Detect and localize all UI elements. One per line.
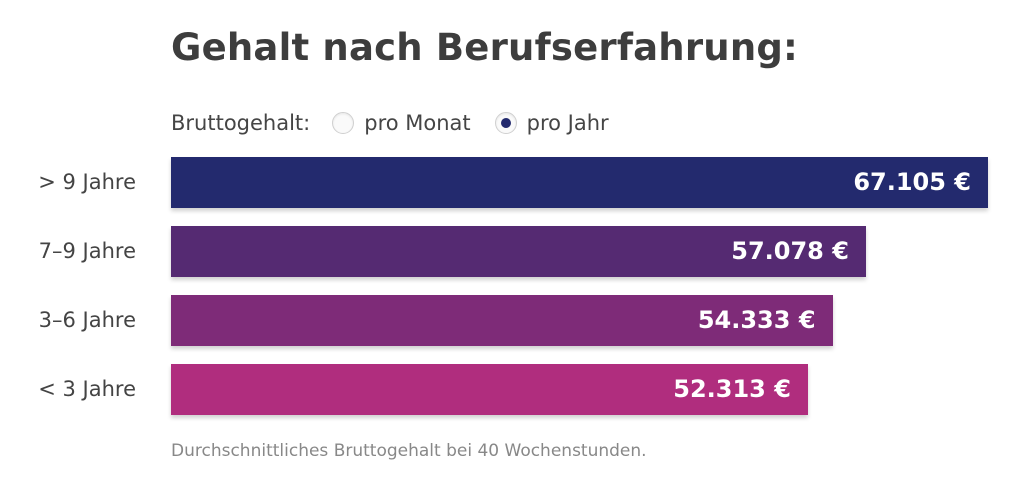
bar-value-label: 67.105 € bbox=[853, 168, 971, 196]
radio-yearly[interactable] bbox=[494, 112, 517, 134]
radio-option-monthly[interactable]: pro Monat bbox=[332, 111, 471, 135]
radio-monthly[interactable] bbox=[332, 112, 355, 134]
category-label: < 3 Jahre bbox=[38, 377, 136, 401]
footnote: Durchschnittliches Bruttogehalt bei 40 W… bbox=[171, 441, 647, 461]
radio-option-yearly[interactable]: pro Jahr bbox=[494, 111, 609, 135]
bar-value-label: 57.078 € bbox=[731, 237, 849, 265]
radio-monthly-label: pro Monat bbox=[364, 111, 471, 135]
salary-period-toggle: Bruttogehalt: pro Monat pro Jahr bbox=[171, 111, 633, 135]
bar bbox=[171, 157, 988, 208]
category-label: 3–6 Jahre bbox=[38, 308, 136, 332]
category-label: > 9 Jahre bbox=[38, 170, 136, 194]
bar bbox=[171, 295, 833, 346]
toggle-label: Bruttogehalt: bbox=[171, 111, 311, 135]
page-title: Gehalt nach Berufserfahrung: bbox=[171, 26, 799, 69]
bar bbox=[171, 364, 808, 415]
bar-value-label: 54.333 € bbox=[697, 306, 816, 334]
radio-yearly-label: pro Jahr bbox=[526, 111, 609, 135]
bar-value-label: 52.313 € bbox=[673, 375, 791, 403]
bar bbox=[171, 226, 866, 277]
category-label: 7–9 Jahre bbox=[38, 239, 136, 263]
